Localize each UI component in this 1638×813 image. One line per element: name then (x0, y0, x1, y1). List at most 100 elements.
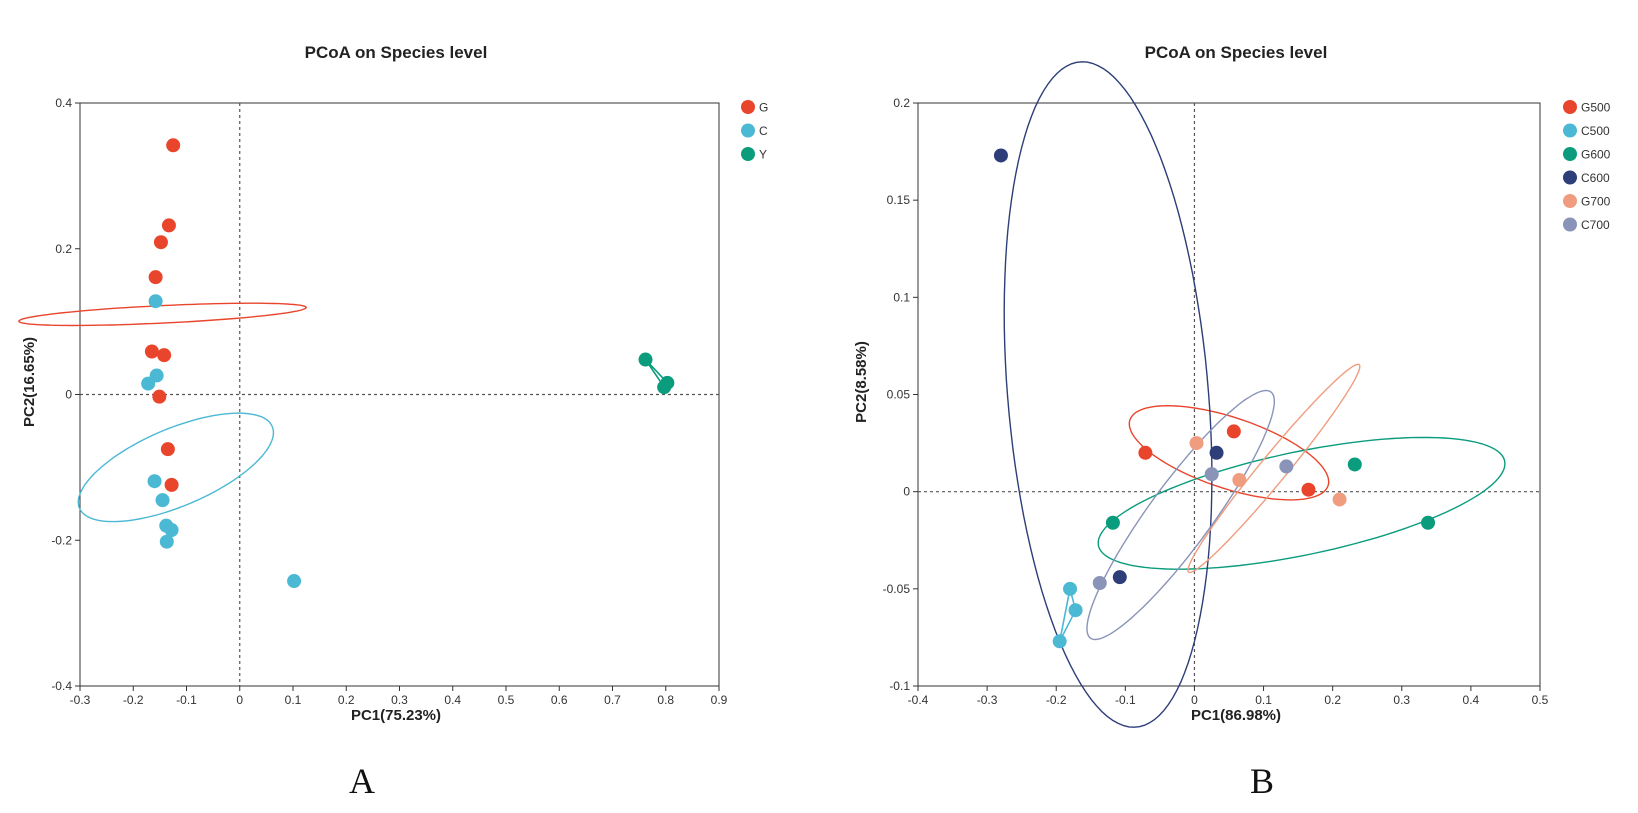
data-point-c (148, 294, 163, 309)
confidence-ellipse-g500 (1128, 404, 1330, 501)
confidence-ellipse-c (77, 412, 275, 523)
data-point-g (160, 442, 175, 457)
x-tick-label: 0.5 (498, 693, 515, 707)
data-point-c (155, 493, 170, 508)
data-point-g700 (1232, 473, 1247, 488)
group-hull-c500 (1058, 588, 1077, 642)
y-tick-label: -0.05 (883, 582, 911, 596)
x-tick-label: -0.2 (123, 693, 144, 707)
x-tick-label: 0.3 (1393, 693, 1410, 707)
confidence-ellipse-g700 (1187, 363, 1361, 574)
y-tick-label: -0.1 (889, 679, 910, 693)
legend-label-g700: G700 (1581, 195, 1611, 209)
data-point-g600 (1421, 515, 1436, 530)
legend-marker-y (741, 147, 755, 161)
data-point-g (161, 218, 176, 233)
data-point-g600 (1105, 515, 1120, 530)
x-tick-label: 0.4 (1463, 693, 1480, 707)
x-tick-label: 0 (236, 693, 243, 707)
x-axis-label: PC1(86.98%) (1191, 707, 1281, 724)
confidence-ellipse-g600 (1097, 436, 1506, 570)
x-tick-label: 0.2 (1324, 693, 1341, 707)
legend-label-c700: C700 (1581, 218, 1610, 232)
plot-frame (917, 102, 1541, 687)
legend-label-g: G (759, 101, 768, 115)
y-tick-label: 0.05 (887, 388, 911, 402)
legend: G500 C500 G600 C600 G700 C700 (1563, 100, 1611, 232)
x-axis-label: PC1(75.23%) (351, 707, 441, 724)
data-point-g700 (1332, 492, 1347, 507)
x-tick-label: -0.3 (70, 693, 91, 707)
x-tick-label: 0.8 (657, 693, 674, 707)
data-point-c500 (1063, 581, 1078, 596)
legend-marker-g (741, 100, 755, 114)
plot-area: -0.3 -0.2 -0.1 0 0.1 0.2 0.3 0.4 0.5 0.6 0.7 0.8 0.9… (18, 96, 728, 707)
data-point-g500 (1301, 482, 1316, 497)
data-point-c600 (1112, 570, 1127, 585)
x-tick-label: 0 (1191, 693, 1198, 707)
panel-label: A (349, 761, 375, 801)
y-tick-label: 0.4 (55, 96, 72, 110)
data-point-g600 (1347, 457, 1362, 472)
x-tick-label: 0.2 (338, 693, 355, 707)
data-point-c600 (1209, 445, 1224, 460)
y-tick-label: 0.1 (893, 290, 910, 304)
data-point-g (157, 348, 172, 363)
legend-label-g500: G500 (1581, 101, 1611, 115)
legend-marker-g500 (1563, 100, 1577, 114)
y-tick-label: 0.2 (55, 242, 72, 256)
legend-label-c600: C600 (1581, 171, 1610, 185)
data-point-g500 (1138, 445, 1153, 460)
data-point-g (148, 270, 163, 285)
legend-marker-g700 (1563, 194, 1577, 208)
panel-label: B (1250, 761, 1274, 801)
legend-marker-c500 (1563, 123, 1577, 138)
panel-a: PCoA on Species level PC1(75.23%) PC2(16… (18, 43, 768, 801)
data-point-g500 (1226, 424, 1241, 439)
legend-marker-c600 (1563, 170, 1577, 185)
data-point-g (166, 138, 181, 153)
y-tick-label: -0.4 (51, 679, 72, 693)
legend-marker-c700 (1563, 217, 1577, 232)
x-tick-label: 0.1 (285, 693, 302, 707)
chart-title: PCoA on Species level (1145, 43, 1328, 62)
data-point-c (164, 523, 179, 538)
y-axis-label: PC2(16.65%) (21, 337, 38, 427)
legend-label-c: C (759, 124, 768, 138)
x-tick-label: 0.9 (711, 693, 728, 707)
x-tick-label: -0.1 (1115, 693, 1136, 707)
legend: GCY (741, 100, 768, 162)
data-point-y (657, 380, 672, 395)
plot-area: -0.4 -0.3 -0.2 -0.1 0 0.1 0.2 0.3 0.4 0.5 -0.1 -0.0… (883, 61, 1549, 728)
data-point-y (638, 352, 653, 367)
x-tick-label: 0.6 (551, 693, 568, 707)
x-tick-label: -0.4 (908, 693, 929, 707)
x-tick-label: -0.3 (977, 693, 998, 707)
x-tick-label: 0.3 (391, 693, 408, 707)
x-tick-label: 0.1 (1255, 693, 1272, 707)
data-point-c700 (1092, 576, 1107, 591)
y-tick-label: 0 (65, 388, 72, 402)
legend-label-g600: G600 (1581, 148, 1611, 162)
confidence-ellipse-c700 (1086, 389, 1275, 641)
confidence-ellipse-c600 (1003, 61, 1213, 728)
legend-label-y: Y (759, 148, 767, 162)
panel-b: PCoA on Species level PC1(86.98%) PC2(8.… (853, 43, 1611, 801)
data-point-g700 (1189, 436, 1204, 451)
data-point-g (144, 344, 159, 359)
data-point-g (153, 235, 168, 250)
data-point-g (152, 389, 167, 404)
y-tick-label: 0 (903, 485, 910, 499)
x-tick-label: -0.1 (176, 693, 197, 707)
data-point-c (159, 534, 174, 549)
data-point-c500 (1052, 634, 1067, 649)
y-axis-label: PC2(8.58%) (853, 341, 870, 423)
data-point-c700 (1204, 467, 1219, 482)
legend-label-c500: C500 (1581, 124, 1610, 138)
y-tick-label: 0.15 (887, 193, 911, 207)
data-point-c (287, 574, 302, 589)
x-tick-label: 0.4 (444, 693, 461, 707)
data-point-c (141, 376, 156, 391)
data-point-g (164, 477, 179, 492)
